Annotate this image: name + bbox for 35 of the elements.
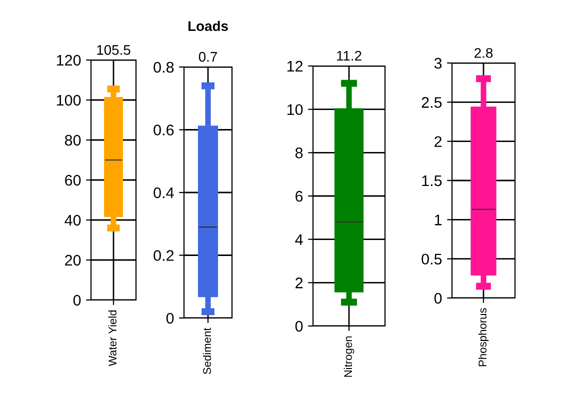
y-tick-label: 0.6 — [154, 124, 174, 136]
x-tick-label: Phosphorus — [478, 308, 489, 366]
y-tick-label: 0 — [73, 294, 81, 306]
text: 0.7 — [198, 52, 217, 62]
y-tick-label: 2 — [434, 136, 442, 147]
y-tick-label: 0 — [295, 320, 303, 332]
x-tick-label: Sediment — [202, 328, 211, 374]
y-tick-label: 1 — [434, 214, 442, 226]
y-tick-label: 40 — [64, 214, 81, 226]
text: 11.2 — [337, 50, 362, 61]
x-tick-label: Water Yield — [108, 310, 116, 366]
y-tick-label: 0.2 — [154, 250, 174, 261]
x-tick-label: Nitrogen — [344, 336, 354, 377]
y-tick-label: 10 — [287, 104, 303, 116]
y-tick-label: 100 — [56, 94, 81, 106]
y-tick-label: 3 — [434, 58, 442, 69]
y-tick-label: 20 — [65, 254, 81, 266]
y-tick-label: 12 — [287, 60, 303, 72]
y-tick-label: 80 — [64, 134, 81, 146]
y-tick-label: 60 — [65, 174, 81, 186]
y-tick-label: 0.4 — [154, 187, 174, 198]
y-tick-label: 0 — [434, 292, 442, 304]
text: 105.5 — [97, 45, 130, 55]
y-tick-label: 8 — [295, 148, 303, 158]
y-tick-label: 2.5 — [422, 97, 442, 108]
y-tick-label: 1.5 — [422, 176, 442, 186]
y-tick-label: 2 — [296, 278, 303, 288]
y-tick-label: 120 — [56, 54, 81, 66]
y-tick-label: 0.5 — [422, 254, 442, 265]
y-tick-label: 0 — [166, 312, 174, 324]
y-tick-label: 0.8 — [154, 62, 174, 73]
y-tick-label: 6 — [296, 190, 303, 202]
text: 2.8 — [474, 48, 493, 58]
chart-title: Loads — [188, 20, 228, 32]
y-tick-label: 4 — [295, 234, 303, 245]
